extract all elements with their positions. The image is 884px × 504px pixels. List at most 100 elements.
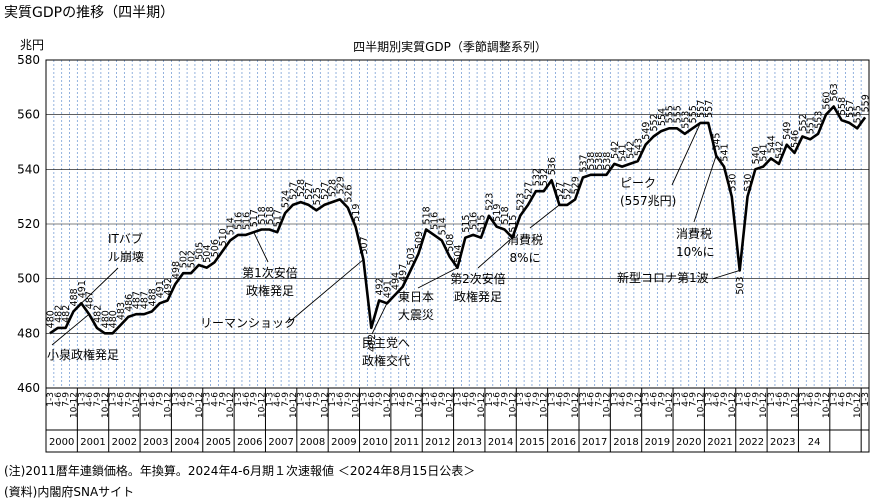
data-value-label: 536 — [547, 157, 558, 175]
annotation-label-dpj: 政権交代 — [362, 353, 410, 368]
x-quarter-label: 4-6 — [775, 392, 785, 407]
x-quarter-label: 10-12 — [446, 392, 456, 418]
x-quarter-label: 1-3 — [610, 392, 620, 407]
x-quarter-label: 4-6 — [211, 392, 221, 407]
data-value-label: 527 — [320, 182, 331, 200]
data-value-label: 549 — [641, 122, 652, 140]
data-value-label: 523 — [516, 193, 527, 211]
annotation-label-it-bubble: ル崩壊 — [108, 250, 144, 264]
annotation-label-it-bubble: ITバブ — [108, 231, 143, 246]
annotation-label-lehman: リーマンショック — [200, 316, 296, 330]
gdp-series-line — [49, 105, 867, 335]
x-quarter-label: 10-12 — [101, 392, 111, 418]
data-value-label: 555 — [665, 105, 676, 123]
x-quarter-label: 7-9 — [720, 392, 730, 407]
y-axis-unit: 兆円 — [20, 38, 45, 52]
x-quarter-label: 7-9 — [532, 392, 542, 407]
data-value-label: 514 — [226, 217, 237, 235]
annotation-label-dpj: 民主党へ — [362, 335, 410, 350]
x-year-label: 2001 — [80, 437, 105, 448]
chart-title: 四半期別実質GDP（季節調整系列） — [353, 40, 547, 54]
x-quarter-label: 10-12 — [571, 392, 581, 418]
data-value-label: 525 — [312, 187, 323, 205]
x-quarter-label: 4-6 — [493, 392, 503, 407]
data-value-label: 541 — [759, 143, 770, 161]
data-value-label: 543 — [633, 138, 644, 156]
x-year-label: 2000 — [49, 437, 74, 448]
data-value-label: 492 — [375, 277, 386, 295]
x-quarter-label: 7-9 — [814, 392, 824, 407]
data-value-label: 516 — [234, 212, 245, 230]
annotation-leader-line — [671, 122, 701, 186]
x-quarter-label: 7-9 — [438, 392, 448, 407]
y-tick-label: 460 — [17, 381, 40, 395]
data-value-label: 551 — [806, 116, 817, 134]
x-year-label: 2019 — [645, 437, 670, 448]
annotation-label-tax10: 消費税 — [676, 226, 712, 241]
x-quarter-label: 1-3 — [861, 392, 871, 407]
data-value-label: 555 — [688, 105, 699, 123]
x-quarter-label: 10-12 — [634, 392, 644, 418]
x-quarter-label: 1-3 — [171, 392, 181, 407]
data-value-label: 482 — [92, 305, 103, 323]
y-tick-label: 540 — [17, 162, 40, 176]
annotation-leader-line — [693, 155, 717, 223]
x-quarter-label: 10-12 — [383, 392, 393, 418]
x-quarter-label: 7-9 — [281, 392, 291, 407]
data-value-label: 557 — [845, 100, 856, 118]
x-quarter-label: 1-3 — [454, 392, 464, 407]
x-year-label: 2014 — [488, 437, 513, 448]
y-tick-label: 580 — [17, 53, 40, 67]
data-value-label: 544 — [767, 135, 778, 153]
x-quarter-label: 10-12 — [195, 392, 205, 418]
axis-layer: 4604805005205405605801-34-67-910-121-34-… — [17, 53, 871, 453]
x-quarter-label: 7-9 — [218, 392, 228, 407]
y-tick-label: 520 — [17, 217, 40, 231]
data-value-label: 557 — [704, 100, 715, 118]
data-value-label: 563 — [829, 83, 840, 101]
annotation-leader-line — [287, 259, 364, 324]
x-quarter-label: 1-3 — [642, 392, 652, 407]
data-value-label: 482 — [61, 305, 72, 323]
x-quarter-label: 7-9 — [406, 392, 416, 407]
x-quarter-label: 10-12 — [163, 392, 173, 418]
data-value-label: 516 — [241, 212, 252, 230]
x-quarter-label: 4-6 — [744, 392, 754, 407]
x-quarter-label: 1-3 — [516, 392, 526, 407]
data-value-label: 529 — [571, 176, 582, 194]
value-label-layer: 4804824824884914874824804804834864874874… — [45, 83, 871, 352]
x-quarter-label: 7-9 — [469, 392, 479, 407]
data-value-label: 527 — [288, 182, 299, 200]
x-quarter-label: 4-6 — [712, 392, 722, 407]
data-value-label: 480 — [108, 310, 119, 328]
annotation-leader-line — [253, 232, 269, 263]
x-quarter-label: 4-6 — [273, 392, 283, 407]
x-quarter-label: 7-9 — [751, 392, 761, 407]
x-quarter-label: 7-9 — [156, 392, 166, 407]
x-quarter-label: 7-9 — [689, 392, 699, 407]
x-quarter-label: 1-3 — [297, 392, 307, 407]
x-quarter-label: 10-12 — [853, 392, 863, 418]
data-value-label: 542 — [625, 141, 636, 159]
data-value-label: 491 — [77, 280, 88, 298]
annotation-label-abe2: 第2次安倍 — [450, 271, 506, 286]
data-value-label: 527 — [304, 182, 315, 200]
x-quarter-label: 1-3 — [767, 392, 777, 407]
data-value-label: 524 — [281, 190, 292, 208]
data-value-label: 527 — [524, 182, 535, 200]
page-title: 実質GDPの推移（四半期） — [4, 5, 175, 21]
x-year-label: 24 — [808, 437, 821, 448]
data-value-label: 526 — [343, 184, 354, 202]
data-value-label: 516 — [469, 212, 480, 230]
x-quarter-label: 10-12 — [477, 392, 487, 418]
annotation-label-peak: ピーク — [620, 176, 656, 190]
annotation-leader-line — [529, 204, 560, 229]
annotation-label-tax8: 消費税 — [507, 232, 543, 247]
data-value-label: 538 — [602, 152, 613, 170]
x-quarter-label: 7-9 — [93, 392, 103, 407]
data-value-label: 509 — [414, 231, 425, 249]
x-quarter-label: 7-9 — [250, 392, 260, 407]
data-value-label: 553 — [680, 111, 691, 129]
data-value-label: 483 — [116, 302, 127, 320]
x-quarter-label: 1-3 — [673, 392, 683, 407]
